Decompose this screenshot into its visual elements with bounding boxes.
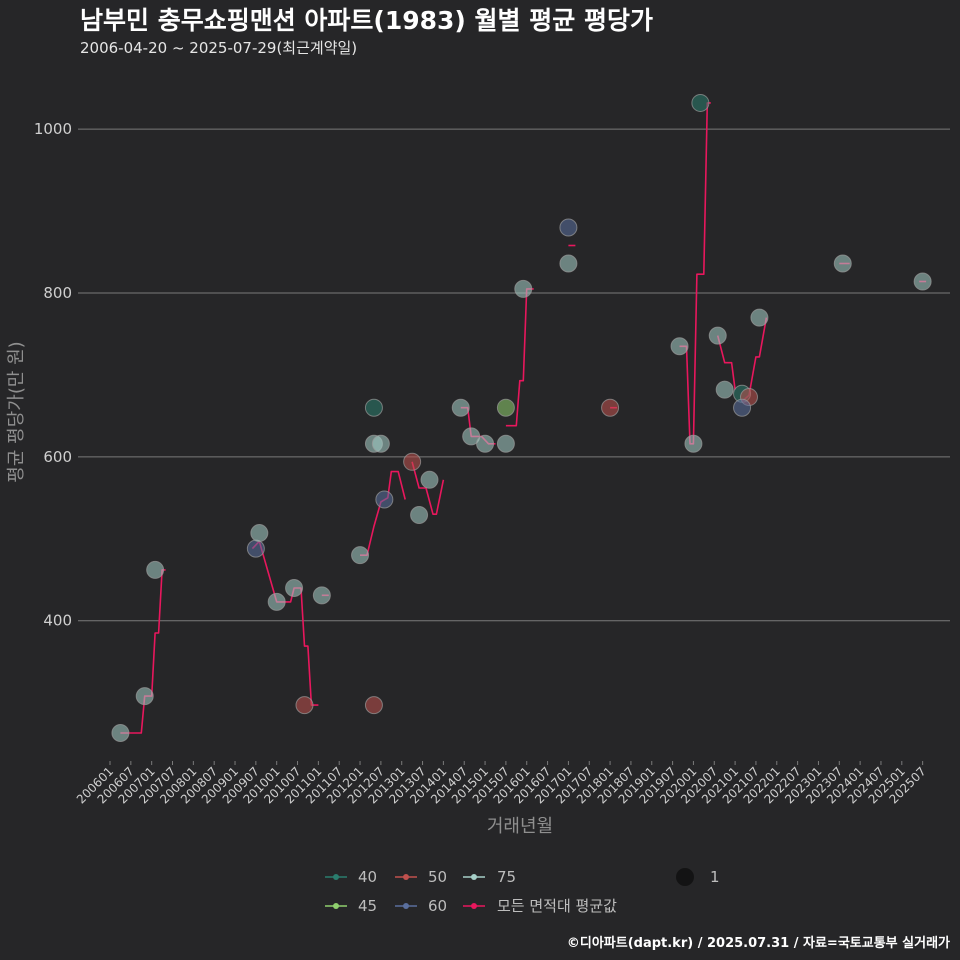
data-point-75: [684, 434, 703, 453]
legend-item-75: 75: [463, 868, 516, 886]
legend-label-75: 75: [497, 868, 516, 886]
data-point-75: [670, 337, 689, 356]
average-line-segment: [411, 461, 445, 516]
data-point-75: [420, 470, 439, 489]
y-tick-label: 400: [43, 612, 72, 630]
data-point-75: [476, 434, 495, 453]
average-line-segment: [716, 335, 736, 390]
data-point-75: [750, 308, 769, 327]
legend-item-50: 50: [395, 868, 447, 886]
average-line-segment: [120, 569, 166, 734]
data-point-60: [375, 490, 394, 509]
legend-label-45: 45: [358, 897, 377, 915]
data-point-45: [496, 398, 515, 417]
data-point-75: [111, 723, 130, 742]
data-point-75: [708, 326, 727, 345]
data-point-60: [246, 539, 265, 558]
legend-label-50: 50: [428, 868, 447, 886]
data-point-75: [514, 279, 533, 298]
y-gridlines: [78, 128, 950, 622]
data-point-50: [403, 452, 422, 471]
legend-label-40: 40: [358, 868, 377, 886]
y-axis-label: 평균 평당가(만 원): [6, 341, 27, 482]
data-point-75: [496, 434, 515, 453]
legend-label-average: 모든 면적대 평균값: [497, 897, 617, 915]
chart-title: 남부민 충무쇼핑맨션 아파트(1983) 월별 평균 평당가: [80, 6, 653, 35]
data-point-75: [285, 578, 304, 597]
data-point-75: [146, 560, 165, 579]
data-point-75: [351, 546, 370, 565]
y-tick-label: 1000: [34, 120, 72, 138]
data-point-60: [733, 398, 752, 417]
legend: 40 50 75 45 60 모든 면적대 평균값 1: [325, 868, 720, 915]
data-point-75: [462, 427, 481, 446]
legend-item-size: 1: [676, 868, 720, 886]
legend-item-60: 60: [395, 897, 447, 915]
data-point-75: [451, 398, 470, 417]
caption: ©디아파트(dapt.kr) / 2025.07.31 / 자료=국토교통부 실…: [567, 935, 950, 951]
data-point-75: [559, 254, 578, 273]
legend-item-45: 45: [325, 897, 377, 915]
data-point-75: [135, 687, 154, 706]
data-point-40: [691, 93, 710, 112]
x-axis-label: 거래년월: [487, 816, 553, 837]
legend-item-40: 40: [325, 868, 377, 886]
y-tick-label: 600: [43, 448, 72, 466]
y-axis-ticks: 400 600 800 1000: [34, 120, 72, 630]
data-point-75: [312, 586, 331, 605]
average-line-segment: [679, 102, 711, 445]
legend-item-average: 모든 면적대 평균값: [463, 897, 617, 915]
data-point-75: [833, 254, 852, 273]
data-point-50: [601, 398, 620, 417]
legend-label-size: 1: [710, 868, 720, 886]
y-tick-label: 800: [43, 284, 72, 302]
data-point-75: [715, 380, 734, 399]
data-point-75: [371, 434, 390, 453]
data-point-75: [913, 272, 932, 291]
data-point-40: [364, 398, 383, 417]
data-point-75: [267, 592, 286, 611]
data-point-75: [250, 524, 269, 543]
legend-label-60: 60: [428, 897, 447, 915]
data-point-50: [295, 696, 314, 715]
data-point-50: [364, 696, 383, 715]
data-point-75: [410, 506, 429, 525]
scatter-points: [111, 93, 932, 742]
chart-subtitle: 2006-04-20 ~ 2025-07-29(최근계약일): [80, 39, 357, 57]
data-point-60: [559, 218, 578, 237]
